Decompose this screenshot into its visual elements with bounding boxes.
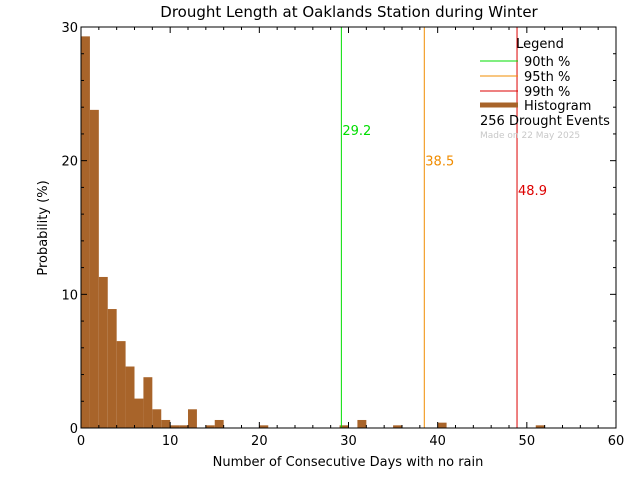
x-axis-title: Number of Consecutive Days with no rain (213, 455, 484, 470)
histogram-bar (205, 425, 215, 428)
histogram-bar (98, 276, 108, 428)
x-tick-label: 0 (77, 434, 85, 449)
x-tick-label: 20 (251, 434, 268, 449)
percentile-lines: 29.2 38.5 48.9 (340, 27, 547, 428)
histogram-bar (152, 409, 162, 428)
histogram-bar (259, 425, 269, 428)
histogram-bar (179, 425, 188, 428)
y-axis-ticks: 0 10 20 30 (61, 21, 616, 437)
histogram-bar (393, 425, 402, 428)
x-tick-label: 30 (340, 434, 357, 449)
legend-label-95th: 95th % (524, 70, 570, 85)
y-tick-label: 0 (70, 422, 78, 437)
percentile-label-99th: 48.9 (518, 184, 547, 199)
histogram-bar (116, 341, 126, 428)
legend-label-histogram: Histogram (524, 99, 591, 114)
y-tick-label: 20 (61, 155, 78, 170)
x-tick-label: 40 (429, 434, 446, 449)
histogram-bar (188, 409, 197, 428)
legend: Legend 90th % 95th % 99th % Histogram 25… (480, 37, 610, 141)
y-tick-label: 30 (61, 21, 78, 36)
histogram-bar (134, 398, 144, 428)
histogram-bars (81, 36, 545, 429)
histogram-bar (214, 419, 224, 428)
legend-drought-events: 256 Drought Events (480, 114, 610, 129)
histogram-bar (357, 419, 367, 428)
histogram-bar (125, 366, 135, 428)
histogram-bar (107, 309, 117, 428)
x-tick-label: 10 (162, 434, 179, 449)
histogram-bar (161, 419, 171, 428)
made-on-date: Made on 22 May 2025 (480, 131, 580, 141)
x-tick-label: 60 (608, 434, 625, 449)
histogram-bar (81, 36, 90, 429)
histogram-bar (170, 425, 180, 428)
histogram-bar (89, 109, 99, 428)
legend-label-90th: 90th % (524, 55, 570, 70)
percentile-label-90th: 29.2 (342, 124, 371, 139)
percentile-label-95th: 38.5 (425, 155, 454, 170)
x-tick-label: 50 (519, 434, 536, 449)
histogram-bar (143, 377, 153, 428)
x-axis-ticks: 0 10 20 30 40 50 60 (77, 27, 624, 449)
legend-label-99th: 99th % (524, 85, 570, 100)
legend-title: Legend (516, 37, 564, 52)
y-tick-label: 10 (61, 288, 78, 303)
histogram-bar (339, 425, 349, 428)
histogram-bar (437, 422, 447, 428)
y-axis-title: Probability (%) (36, 180, 51, 275)
chart-title: Drought Length at Oaklands Station durin… (160, 3, 538, 21)
histogram-bar (535, 425, 545, 428)
